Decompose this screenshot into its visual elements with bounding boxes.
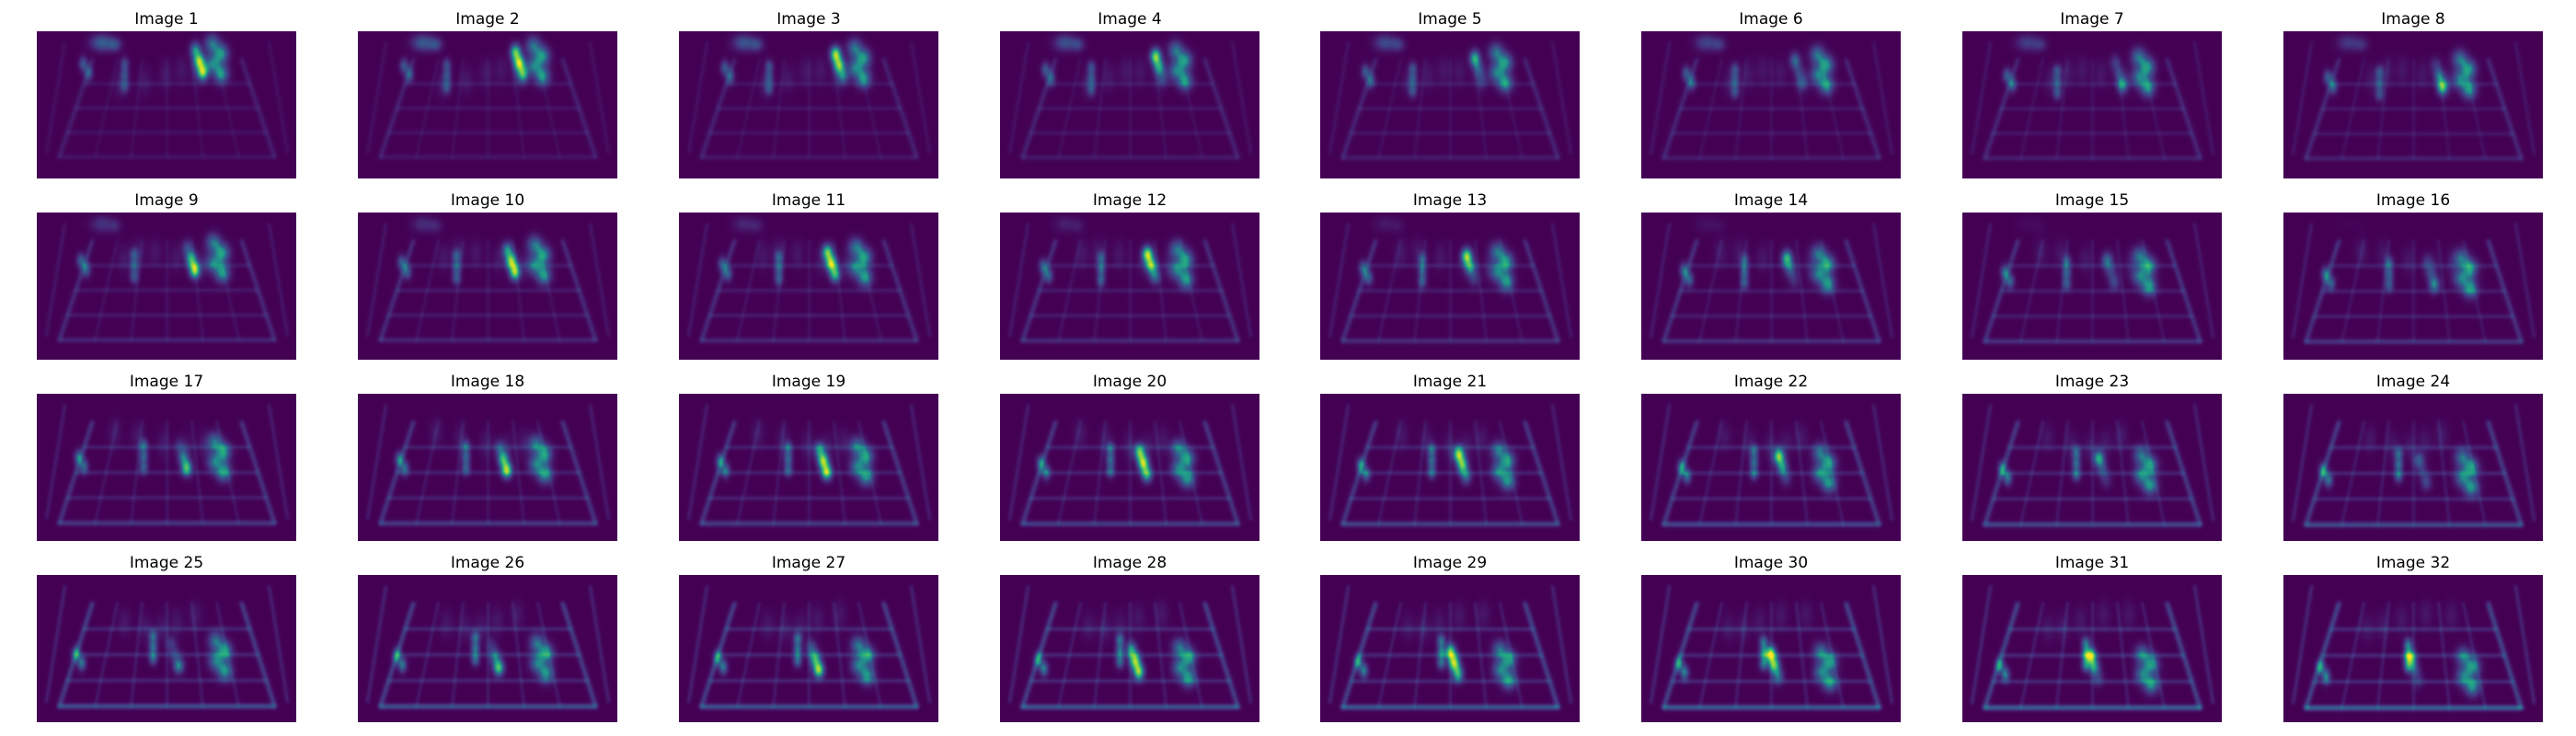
image-tile: Image 9	[37, 189, 296, 360]
tile-title: Image 1	[134, 10, 199, 29]
image-tile: Image 6	[1641, 7, 1901, 178]
tile-title: Image 23	[2054, 373, 2130, 391]
image-tile: Image 19	[679, 370, 938, 541]
tile-title: Image 20	[1092, 373, 1167, 391]
heatmap-image	[1962, 31, 2222, 178]
heatmap-image	[1641, 575, 1901, 722]
heatmap-image	[2283, 575, 2543, 722]
image-tile: Image 2	[358, 7, 617, 178]
tile-title: Image 11	[771, 191, 846, 210]
image-tile: Image 8	[2283, 7, 2543, 178]
heatmap-image	[2283, 31, 2543, 178]
heatmap-image	[358, 31, 617, 178]
tile-title: Image 26	[450, 554, 525, 572]
image-tile: Image 28	[1000, 551, 1259, 722]
image-tile: Image 1	[37, 7, 296, 178]
image-tile: Image 14	[1641, 189, 1901, 360]
heatmap-image	[679, 31, 938, 178]
image-tile: Image 7	[1962, 7, 2222, 178]
heatmap-image	[358, 575, 617, 722]
tile-title: Image 13	[1412, 191, 1488, 210]
heatmap-image	[1320, 394, 1580, 541]
tile-title: Image 28	[1092, 554, 1167, 572]
image-tile: Image 20	[1000, 370, 1259, 541]
heatmap-image	[679, 394, 938, 541]
image-tile: Image 10	[358, 189, 617, 360]
heatmap-image	[1962, 394, 2222, 541]
image-tile: Image 18	[358, 370, 617, 541]
image-tile: Image 13	[1320, 189, 1580, 360]
heatmap-image	[1641, 31, 1901, 178]
image-tile: Image 31	[1962, 551, 2222, 722]
tile-title: Image 8	[2381, 10, 2445, 29]
heatmap-image	[1962, 575, 2222, 722]
heatmap-image	[358, 394, 617, 541]
heatmap-image	[37, 394, 296, 541]
heatmap-image	[1641, 394, 1901, 541]
tile-title: Image 16	[2375, 191, 2451, 210]
image-tile: Image 3	[679, 7, 938, 178]
image-tile: Image 32	[2283, 551, 2543, 722]
image-tile: Image 5	[1320, 7, 1580, 178]
heatmap-image	[2283, 213, 2543, 360]
image-tile: Image 24	[2283, 370, 2543, 541]
tile-title: Image 24	[2375, 373, 2451, 391]
tile-title: Image 12	[1092, 191, 1167, 210]
tile-title: Image 17	[129, 373, 204, 391]
tile-title: Image 29	[1412, 554, 1488, 572]
tile-title: Image 15	[2054, 191, 2130, 210]
tile-title: Image 18	[450, 373, 525, 391]
tile-title: Image 14	[1733, 191, 1809, 210]
heatmap-image	[37, 31, 296, 178]
tile-title: Image 22	[1733, 373, 1809, 391]
tile-title: Image 25	[129, 554, 204, 572]
image-tile: Image 23	[1962, 370, 2222, 541]
tile-title: Image 5	[1418, 10, 1482, 29]
heatmap-image	[1962, 213, 2222, 360]
heatmap-image	[1000, 575, 1259, 722]
heatmap-image	[1000, 213, 1259, 360]
tile-title: Image 27	[771, 554, 846, 572]
image-tile: Image 11	[679, 189, 938, 360]
heatmap-image	[1641, 213, 1901, 360]
heatmap-image	[37, 213, 296, 360]
image-tile: Image 17	[37, 370, 296, 541]
image-tile: Image 30	[1641, 551, 1901, 722]
tile-title: Image 7	[2060, 10, 2124, 29]
heatmap-image	[1000, 394, 1259, 541]
image-tile: Image 21	[1320, 370, 1580, 541]
tile-title: Image 30	[1733, 554, 1809, 572]
tile-title: Image 32	[2375, 554, 2451, 572]
heatmap-image	[1320, 575, 1580, 722]
tile-title: Image 4	[1098, 10, 1162, 29]
tile-title: Image 10	[450, 191, 525, 210]
tile-title: Image 6	[1739, 10, 1803, 29]
heatmap-image	[679, 575, 938, 722]
heatmap-image	[1320, 213, 1580, 360]
image-tile: Image 12	[1000, 189, 1259, 360]
tile-title: Image 9	[134, 191, 199, 210]
tile-title: Image 21	[1412, 373, 1488, 391]
tile-title: Image 19	[771, 373, 846, 391]
tile-title: Image 2	[455, 10, 520, 29]
tile-title: Image 3	[776, 10, 841, 29]
image-tile: Image 26	[358, 551, 617, 722]
image-tile: Image 27	[679, 551, 938, 722]
heatmap-image	[1320, 31, 1580, 178]
image-tile: Image 22	[1641, 370, 1901, 541]
image-tile: Image 4	[1000, 7, 1259, 178]
image-tile: Image 25	[37, 551, 296, 722]
heatmap-image	[1000, 31, 1259, 178]
image-tile: Image 15	[1962, 189, 2222, 360]
image-tile: Image 16	[2283, 189, 2543, 360]
heatmap-image	[679, 213, 938, 360]
heatmap-image	[2283, 394, 2543, 541]
tile-title: Image 31	[2054, 554, 2130, 572]
heatmap-image	[37, 575, 296, 722]
image-tile: Image 29	[1320, 551, 1580, 722]
heatmap-image	[358, 213, 617, 360]
